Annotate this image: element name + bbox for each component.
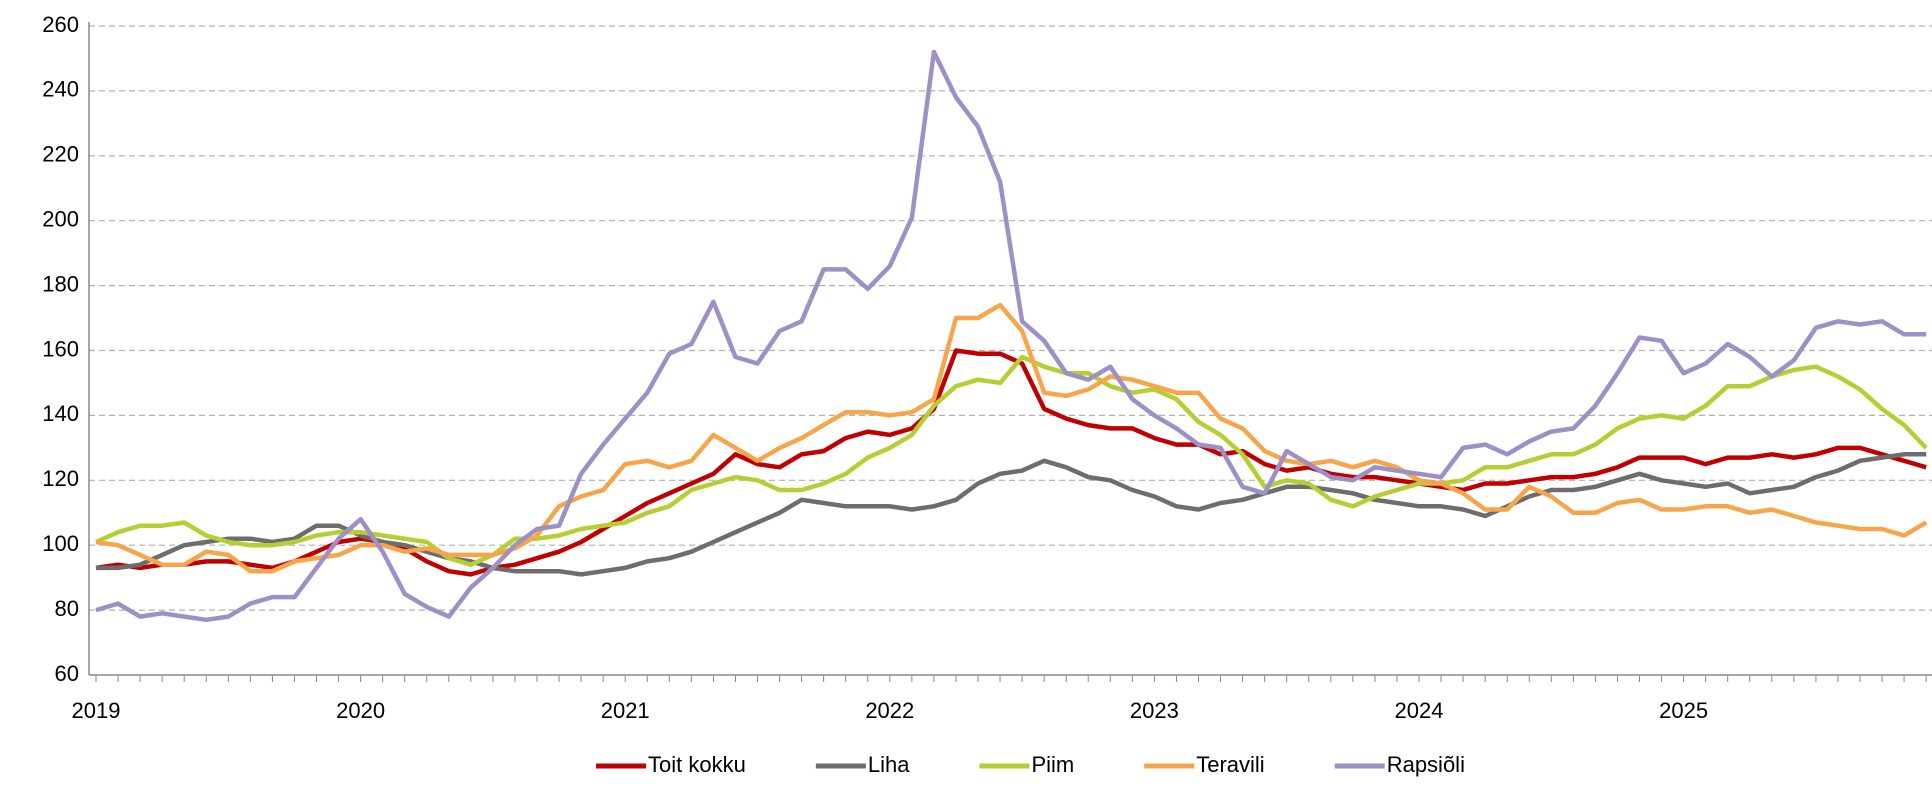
legend-label: Toit kokku [648,752,746,777]
legend-label: Teravili [1196,752,1264,777]
y-tick-label: 160 [42,336,79,361]
y-tick-label: 80 [55,596,79,621]
series-line [95,302,1928,574]
y-tick-label: 260 [42,12,79,37]
y-tick-label: 220 [42,142,79,167]
y-tick-label: 120 [42,466,79,491]
x-tick-label: 2024 [1395,698,1444,723]
legend-item: Liha [815,752,910,777]
legend-label: Rapsiõli [1387,752,1465,777]
series-line [95,354,1928,567]
legend-item: Rapsiõli [1334,752,1465,777]
legend-item: Piim [979,752,1074,777]
x-tick-label: 2019 [72,698,121,723]
legend-item: Teravili [1144,752,1265,777]
legend-item: Toit kokku [596,752,746,777]
series-line [95,348,1927,577]
series-line [96,452,1927,577]
legend-label: Liha [868,752,910,777]
x-tick-label: 2021 [601,698,650,723]
x-tick-label: 2025 [1659,698,1708,723]
legend-label: Piim [1031,752,1074,777]
y-tick-label: 200 [42,207,79,232]
series-line [95,49,1927,623]
y-tick-label: 60 [55,661,79,686]
x-tick-label: 2022 [865,698,914,723]
y-tick-label: 240 [42,77,79,102]
y-tick-label: 140 [42,401,79,426]
y-tick-label: 100 [42,531,79,556]
y-tick-label: 180 [42,271,79,296]
x-tick-label: 2023 [1130,698,1179,723]
x-tick-label: 2020 [336,698,385,723]
